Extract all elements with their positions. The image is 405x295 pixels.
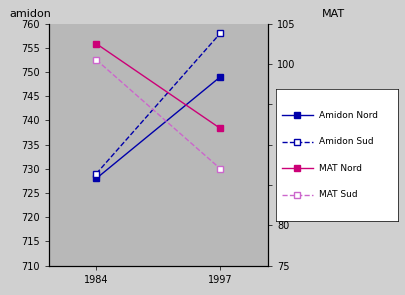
Text: Amidon Sud: Amidon Sud: [318, 137, 373, 146]
Text: MAT: MAT: [321, 9, 344, 19]
Text: Amidon Nord: Amidon Nord: [318, 111, 377, 119]
Text: MAT Sud: MAT Sud: [318, 190, 356, 199]
Text: MAT Nord: MAT Nord: [318, 164, 361, 173]
Text: amidon: amidon: [9, 9, 51, 19]
